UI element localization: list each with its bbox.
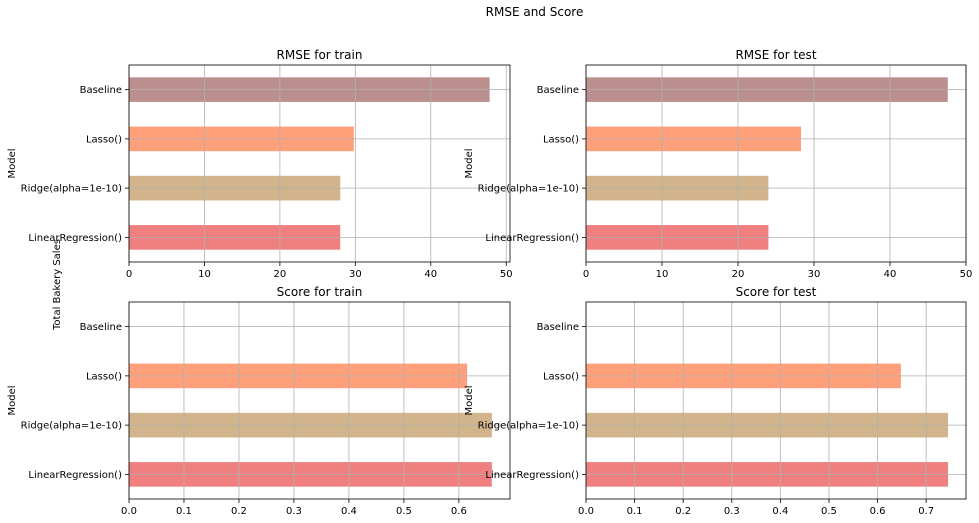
- x-tick-label: 0.2: [231, 506, 247, 517]
- x-tick-label: 0.1: [627, 506, 643, 517]
- x-tick-label: 40: [884, 269, 897, 280]
- subplot-score-for-test: 0.0 0.1 0.2 0.3 0.4 0.5 0.6 0.7 LinearRegression…: [464, 285, 967, 517]
- y-tick-label-ridge-alpha-1e-10: Ridge(alpha=1e-10): [21, 421, 122, 432]
- x-tick-label: 0.2: [675, 506, 691, 517]
- x-tick-label: 20: [274, 269, 287, 280]
- axes-frame: [128, 64, 511, 263]
- y-tick-label-lasso: Lasso(): [543, 371, 579, 382]
- x-tick-label: 0.7: [918, 506, 934, 517]
- x-tick-label: 0.0: [121, 506, 137, 517]
- y-tick-label-ridge-alpha-1e-10: Ridge(alpha=1e-10): [478, 184, 579, 195]
- y-tick-label-lasso: Lasso(): [86, 134, 122, 145]
- subplot-title: RMSE for test: [735, 48, 816, 62]
- x-tick-label: 0.3: [286, 506, 302, 517]
- x-tick-label: 0.5: [821, 506, 837, 517]
- subplot-rmse-for-train: 0 10 20 30 40 50 LinearRegression() Ridge(alpha…: [7, 48, 513, 280]
- x-tick-label: 20: [732, 269, 745, 280]
- y-tick-label-linearregression: LinearRegression(): [28, 470, 122, 481]
- subplot-title: RMSE for train: [277, 48, 363, 62]
- x-tick-label: 0: [126, 269, 132, 280]
- y-tick-label-baseline: Baseline: [537, 322, 579, 333]
- y-axis-label: Model: [7, 385, 18, 415]
- x-tick-label: 0.6: [870, 506, 886, 517]
- x-tick-label: 0.1: [176, 506, 192, 517]
- subplot-rmse-for-test: 0 10 20 30 40 50 LinearRegression() Ridge(alpha…: [464, 48, 972, 280]
- x-tick-label: 40: [424, 269, 437, 280]
- y-tick-label-linearregression: LinearRegression(): [485, 470, 579, 481]
- y-axis-label: Model: [464, 385, 475, 415]
- y-tick-label-baseline: Baseline: [80, 85, 122, 96]
- x-tick-label: 50: [500, 269, 513, 280]
- y-tick-label-ridge-alpha-1e-10: Ridge(alpha=1e-10): [21, 184, 122, 195]
- y-tick-label-lasso: Lasso(): [86, 371, 122, 382]
- y-tick-label-baseline: Baseline: [80, 322, 122, 333]
- y-tick-label-ridge-alpha-1e-10: Ridge(alpha=1e-10): [478, 421, 579, 432]
- x-tick-label: 0.4: [772, 506, 788, 517]
- axes-frame: [128, 301, 511, 500]
- x-tick-label: 0.3: [724, 506, 740, 517]
- x-tick-label: 10: [656, 269, 669, 280]
- x-tick-label: 30: [349, 269, 362, 280]
- subplot-score-for-train: 0.0 0.1 0.2 0.3 0.4 0.5 0.6 LinearRegression() R…: [7, 285, 511, 517]
- subplot-title: Score for test: [736, 285, 817, 299]
- y-tick-label-linearregression: LinearRegression(): [485, 233, 579, 244]
- x-tick-label: 0.5: [396, 506, 412, 517]
- y-tick-label-linearregression: LinearRegression(): [28, 233, 122, 244]
- y-tick-label-lasso: Lasso(): [543, 134, 579, 145]
- x-tick-label: 30: [808, 269, 821, 280]
- axes-frame: [585, 301, 967, 500]
- axes-frame: [585, 64, 967, 263]
- subplot-title: Score for train: [277, 285, 363, 299]
- x-tick-label: 0.6: [451, 506, 467, 517]
- x-tick-label: 0.0: [578, 506, 594, 517]
- x-tick-label: 0: [583, 269, 589, 280]
- y-axis-label: Model: [464, 148, 475, 178]
- x-tick-label: 0.4: [341, 506, 357, 517]
- figure-title: RMSE and Score: [485, 5, 584, 19]
- y-axis-label: Model: [7, 148, 18, 178]
- y-tick-label-baseline: Baseline: [537, 85, 579, 96]
- x-tick-label: 50: [960, 269, 973, 280]
- x-tick-label: 10: [198, 269, 211, 280]
